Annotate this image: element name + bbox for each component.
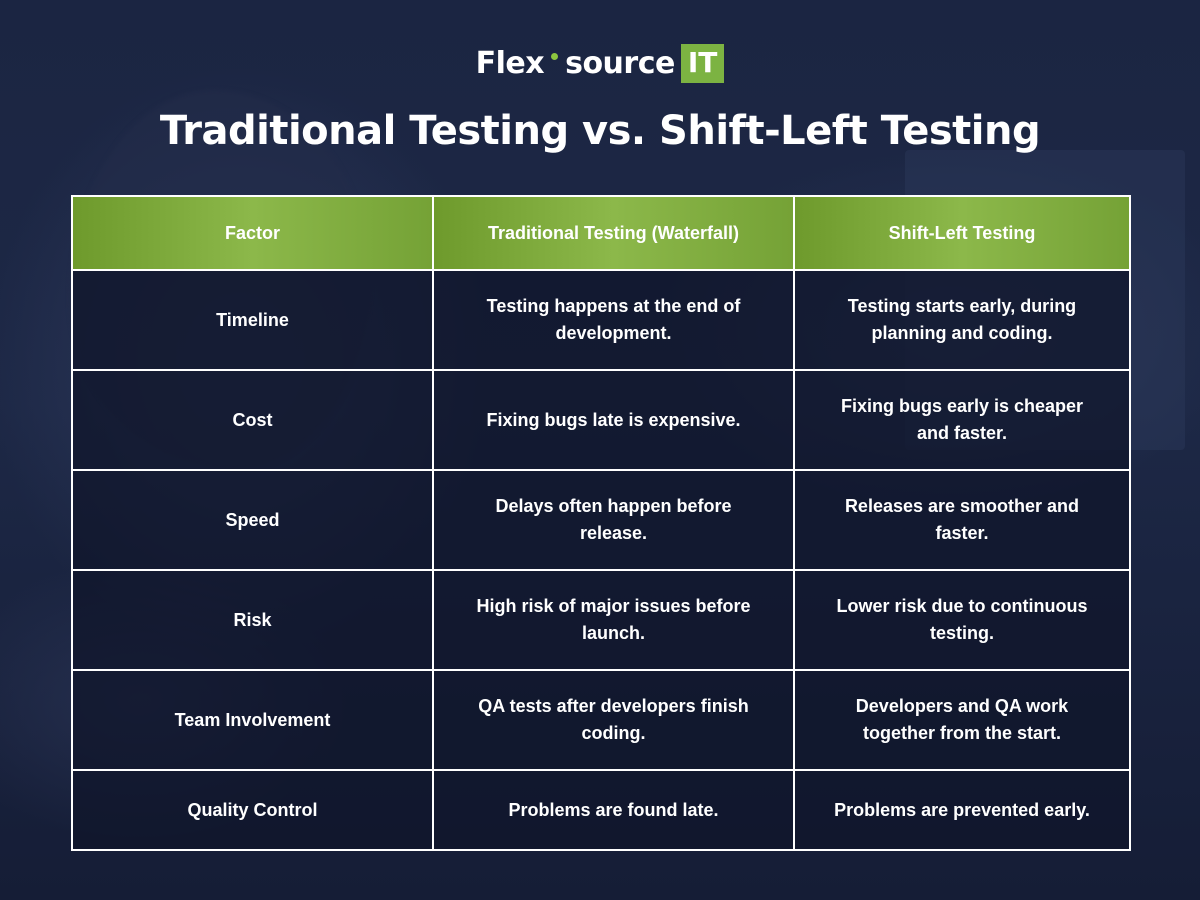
traditional-cell: Problems are found late. (432, 769, 795, 851)
shift-left-cell: Fixing bugs early is cheaper and faster. (793, 369, 1131, 471)
shift-left-cell: Problems are prevented early. (793, 769, 1131, 851)
factor-cell: Speed (71, 469, 434, 571)
table-row: Quality Control Problems are found late.… (71, 769, 1131, 851)
header-shift-left: Shift-Left Testing (793, 195, 1131, 271)
shift-left-cell: Developers and QA work together from the… (793, 669, 1131, 771)
brand-word-right: source (565, 46, 675, 81)
header-factor: Factor (71, 195, 434, 271)
factor-cell: Team Involvement (71, 669, 434, 771)
table-header-row: Factor Traditional Testing (Waterfall) S… (71, 195, 1131, 271)
traditional-cell: QA tests after developers finish coding. (432, 669, 795, 771)
brand-badge: IT (680, 44, 725, 83)
brand-dot-icon (551, 53, 559, 60)
traditional-cell: Fixing bugs late is expensive. (432, 369, 795, 471)
table-row: Team Involvement QA tests after develope… (71, 669, 1131, 771)
factor-cell: Timeline (71, 269, 434, 371)
traditional-cell: Testing happens at the end of developmen… (432, 269, 795, 371)
factor-cell: Risk (71, 569, 434, 671)
traditional-cell: High risk of major issues before launch. (432, 569, 795, 671)
shift-left-cell: Testing starts early, during planning an… (793, 269, 1131, 371)
table-row: Risk High risk of major issues before la… (71, 569, 1131, 671)
comparison-table: Factor Traditional Testing (Waterfall) S… (71, 195, 1131, 851)
page-title: Traditional Testing vs. Shift-Left Testi… (159, 108, 1041, 154)
shift-left-cell: Lower risk due to continuous testing. (793, 569, 1131, 671)
traditional-cell: Delays often happen before release. (432, 469, 795, 571)
table-row: Cost Fixing bugs late is expensive. Fixi… (71, 369, 1131, 471)
factor-cell: Cost (71, 369, 434, 471)
table-row: Timeline Testing happens at the end of d… (71, 269, 1131, 371)
table-row: Speed Delays often happen before release… (71, 469, 1131, 571)
header-traditional: Traditional Testing (Waterfall) (432, 195, 795, 271)
brand-word-left: Flex (475, 46, 545, 81)
brand-logo: Flex source IT (0, 44, 1200, 86)
shift-left-cell: Releases are smoother and faster. (793, 469, 1131, 571)
factor-cell: Quality Control (71, 769, 434, 851)
